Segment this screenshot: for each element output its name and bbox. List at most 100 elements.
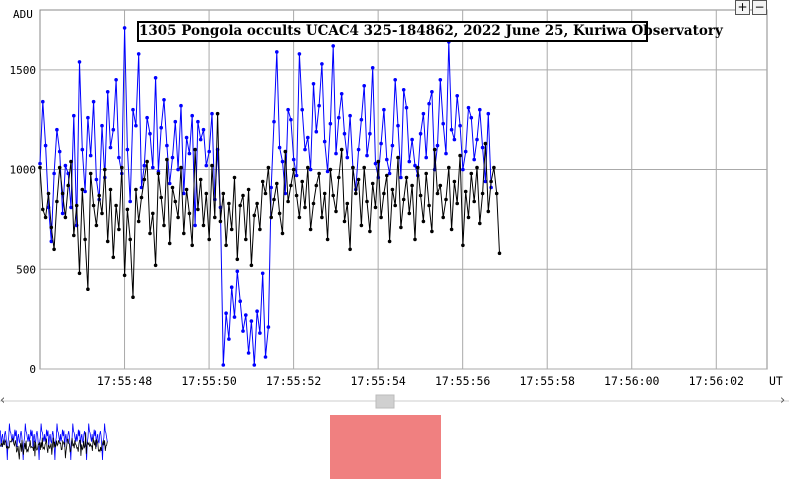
data-point <box>272 119 276 124</box>
data-point <box>162 98 166 102</box>
data-point <box>224 243 228 248</box>
data-point <box>339 92 344 96</box>
data-point <box>438 183 443 188</box>
data-point <box>331 193 336 198</box>
data-point <box>404 105 409 110</box>
series-layer <box>38 26 502 367</box>
data-point <box>424 155 429 160</box>
data-point <box>125 147 130 152</box>
data-point <box>221 363 226 367</box>
scroll-left-arrow[interactable]: ‹ <box>0 393 6 408</box>
data-point <box>379 141 383 146</box>
data-point <box>88 171 93 176</box>
zoom-out-button[interactable]: − <box>752 0 767 15</box>
data-point <box>134 123 138 128</box>
data-point <box>60 191 65 196</box>
data-point <box>461 243 465 248</box>
data-point <box>368 229 372 234</box>
data-point <box>210 111 214 116</box>
data-point <box>311 82 316 86</box>
data-point <box>449 227 454 232</box>
data-point <box>382 107 386 112</box>
data-point <box>286 107 290 112</box>
data-point <box>80 187 85 192</box>
data-point <box>244 313 248 317</box>
data-point <box>432 147 437 152</box>
data-point <box>153 263 158 268</box>
data-point <box>275 181 279 186</box>
data-point <box>351 165 355 170</box>
data-point <box>362 84 367 88</box>
data-point <box>480 145 485 150</box>
data-point <box>300 179 305 184</box>
data-point <box>421 219 426 224</box>
zoom-in-button[interactable]: + <box>735 0 750 15</box>
scrollbar-thumb[interactable] <box>375 394 395 409</box>
data-point <box>478 221 482 226</box>
data-point <box>306 135 310 140</box>
data-point <box>72 233 76 238</box>
data-point <box>337 115 341 120</box>
data-point <box>145 159 149 164</box>
data-point <box>69 205 73 210</box>
data-point <box>320 62 324 66</box>
data-point <box>317 171 321 176</box>
data-point <box>401 197 406 202</box>
data-point <box>427 203 431 208</box>
data-point <box>43 215 48 220</box>
data-point <box>190 113 194 118</box>
data-point <box>463 189 468 194</box>
data-point <box>370 66 375 70</box>
data-point <box>418 193 423 198</box>
x-tick-label: 17:55:52 <box>266 374 321 388</box>
data-point <box>167 181 172 186</box>
data-point <box>204 191 209 196</box>
data-point <box>238 299 242 304</box>
data-point <box>159 195 163 200</box>
data-point <box>232 175 237 180</box>
data-point <box>362 165 367 170</box>
x-tick-label: 17:55:54 <box>350 374 405 388</box>
data-point <box>83 237 87 242</box>
data-point <box>334 151 338 156</box>
scroll-right-arrow[interactable]: › <box>780 393 786 408</box>
data-point <box>232 315 237 319</box>
data-point <box>246 187 251 192</box>
data-point <box>328 167 333 172</box>
data-point <box>455 94 460 98</box>
data-point <box>486 209 491 214</box>
data-point <box>342 131 347 136</box>
series-line <box>39 113 500 298</box>
data-point <box>269 215 274 220</box>
data-point <box>153 76 158 80</box>
data-point <box>74 203 79 208</box>
data-point <box>215 111 220 116</box>
data-point <box>122 26 127 30</box>
data-point <box>461 167 465 172</box>
data-point <box>170 155 175 160</box>
data-point <box>91 203 96 208</box>
data-point <box>136 52 141 56</box>
data-point <box>100 211 104 216</box>
data-point <box>325 237 330 242</box>
data-point <box>69 159 73 164</box>
data-point <box>182 191 186 196</box>
data-point <box>170 185 175 190</box>
data-point <box>483 141 488 146</box>
data-point <box>111 127 116 132</box>
data-point <box>359 117 364 122</box>
data-point <box>401 88 406 92</box>
data-point <box>277 145 282 150</box>
data-point <box>148 231 152 236</box>
data-point <box>182 231 186 236</box>
data-point <box>373 205 378 210</box>
data-point <box>207 149 211 154</box>
data-point <box>345 155 350 160</box>
data-point <box>413 163 417 168</box>
data-point <box>187 211 192 216</box>
data-point <box>427 101 431 106</box>
data-point <box>176 167 180 172</box>
data-point <box>159 125 163 130</box>
data-point <box>111 255 116 260</box>
overview-selection[interactable] <box>330 415 441 479</box>
